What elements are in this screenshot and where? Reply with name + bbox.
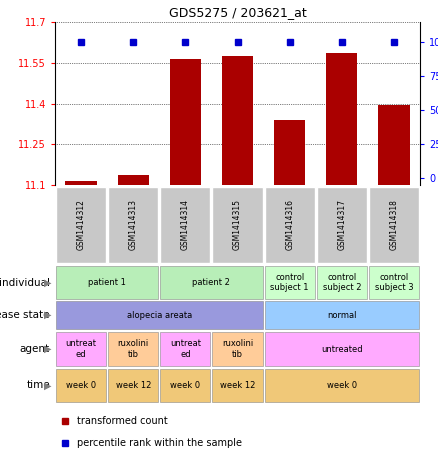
Text: individual: individual	[0, 278, 50, 288]
Bar	[117, 175, 149, 185]
Text: percentile rank within the sample: percentile rank within the sample	[77, 438, 242, 448]
Bar	[265, 266, 314, 299]
Text: GSM1414314: GSM1414314	[181, 199, 190, 251]
Bar	[378, 105, 410, 185]
Bar	[326, 53, 357, 185]
Text: time: time	[26, 381, 50, 390]
Text: transformed count: transformed count	[77, 415, 168, 426]
Bar	[160, 266, 262, 299]
Title: GDS5275 / 203621_at: GDS5275 / 203621_at	[169, 6, 306, 19]
Text: GSM1414317: GSM1414317	[337, 199, 346, 251]
Bar	[265, 187, 314, 263]
Bar	[212, 187, 262, 263]
Bar	[317, 187, 367, 263]
Text: patient 1: patient 1	[88, 278, 126, 287]
Bar	[212, 369, 262, 402]
Text: week 0: week 0	[170, 381, 201, 390]
Bar	[65, 181, 97, 185]
Text: control
subject 1: control subject 1	[270, 273, 309, 292]
Bar	[56, 332, 106, 366]
Text: GSM1414313: GSM1414313	[129, 199, 138, 251]
Bar	[56, 266, 158, 299]
Text: control
subject 3: control subject 3	[374, 273, 413, 292]
Bar	[56, 301, 262, 329]
Text: normal: normal	[327, 310, 357, 319]
Text: GSM1414315: GSM1414315	[233, 199, 242, 251]
Bar	[108, 369, 158, 402]
Text: untreated: untreated	[321, 344, 363, 353]
Bar	[265, 332, 419, 366]
Bar	[265, 369, 419, 402]
Bar	[265, 301, 419, 329]
Bar	[108, 332, 158, 366]
Bar	[212, 332, 262, 366]
Bar	[56, 369, 106, 402]
Text: week 0: week 0	[327, 381, 357, 390]
Bar	[222, 56, 253, 185]
Text: alopecia areata: alopecia areata	[127, 310, 192, 319]
Text: week 12: week 12	[116, 381, 151, 390]
Text: ▶: ▶	[43, 278, 51, 288]
Text: untreat
ed: untreat ed	[66, 339, 96, 359]
Bar	[170, 59, 201, 185]
Text: GSM1414316: GSM1414316	[285, 199, 294, 251]
Text: ruxolini
tib: ruxolini tib	[222, 339, 253, 359]
Text: GSM1414318: GSM1414318	[389, 200, 399, 251]
Text: ▶: ▶	[43, 381, 51, 390]
Text: agent: agent	[20, 344, 50, 354]
Text: ruxolini
tib: ruxolini tib	[117, 339, 149, 359]
Bar	[160, 369, 210, 402]
Bar	[160, 187, 210, 263]
Bar	[274, 120, 305, 185]
Bar	[160, 332, 210, 366]
Text: week 12: week 12	[220, 381, 255, 390]
Bar	[369, 266, 419, 299]
Bar	[56, 187, 106, 263]
Text: control
subject 2: control subject 2	[322, 273, 361, 292]
Text: GSM1414312: GSM1414312	[77, 200, 85, 251]
Text: ▶: ▶	[43, 344, 51, 354]
Text: ▶: ▶	[43, 310, 51, 320]
Bar	[108, 187, 158, 263]
Text: patient 2: patient 2	[192, 278, 230, 287]
Text: untreat
ed: untreat ed	[170, 339, 201, 359]
Bar	[317, 266, 367, 299]
Text: week 0: week 0	[66, 381, 96, 390]
Text: disease state: disease state	[0, 310, 50, 320]
Bar	[369, 187, 419, 263]
